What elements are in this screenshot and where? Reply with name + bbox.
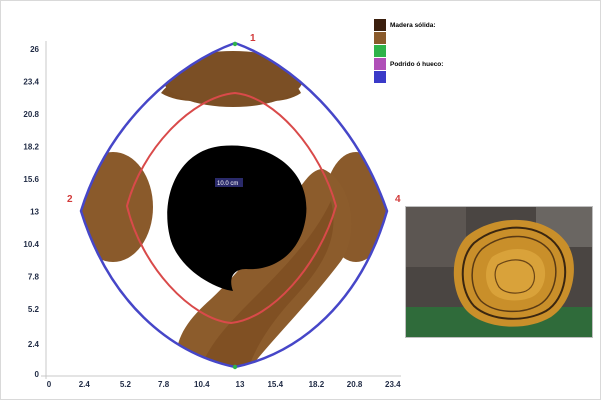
y-tick-label: 15.6 <box>23 175 39 184</box>
legend-item: Madera sólida: <box>374 19 436 31</box>
y-tick-label: 5.2 <box>28 305 40 314</box>
x-tick-label: 18.2 <box>309 380 325 389</box>
y-tick-label: 20.8 <box>23 110 39 119</box>
sensor-label-1: 1 <box>250 33 256 44</box>
x-tick-label: 2.4 <box>79 380 91 389</box>
inner-boundary <box>125 91 338 325</box>
hollow-core <box>167 145 307 291</box>
y-tick-label: 13 <box>30 208 39 217</box>
legend-swatch <box>374 58 386 70</box>
y-tick-label: 26 <box>30 45 39 54</box>
legend-label: Podrido ó hueco: <box>390 60 444 68</box>
sensor-label-2: 2 <box>67 194 73 205</box>
x-tick-label: 20.8 <box>347 380 363 389</box>
legend-swatch <box>374 71 386 83</box>
y-tick-label: 18.2 <box>23 143 39 152</box>
x-tick-label: 15.4 <box>267 380 283 389</box>
wood-region-diagonal-shade <box>201 201 334 367</box>
x-tick-label: 13 <box>236 380 245 389</box>
x-tick-label: 5.2 <box>120 380 132 389</box>
wood-region-diagonal <box>176 169 352 367</box>
wood-region-top-fill <box>163 51 303 107</box>
legend-item <box>374 32 386 44</box>
legend-label: Madera sólida: <box>390 21 436 29</box>
y-tick-label: 2.4 <box>28 340 40 349</box>
legend-item <box>374 45 386 57</box>
legend-swatch <box>374 19 386 31</box>
legend-item <box>374 71 386 83</box>
tomogram-plot: 1 2 4 10.0 cm 0 2.4 5.2 7.8 10.4 13 15.4 18.2 20… <box>23 33 401 389</box>
legend-swatch <box>374 45 386 57</box>
x-tick-label: 23.4 <box>385 380 401 389</box>
sensor-marker-1 <box>232 41 238 47</box>
trunk-photo-image <box>406 207 592 337</box>
x-tick-label: 0 <box>47 380 52 389</box>
wood-regions <box>81 51 387 367</box>
x-tick-label: 10.4 <box>194 380 210 389</box>
sensor-marker-3 <box>232 364 238 370</box>
sensor-label-4: 4 <box>395 194 401 205</box>
trunk-cross-section-photo <box>405 206 593 338</box>
measurement-box <box>215 178 243 187</box>
y-tick-label: 10.4 <box>23 240 39 249</box>
legend-swatch <box>374 32 386 44</box>
y-tick-label: 0 <box>35 370 40 379</box>
legend-item: Podrido ó hueco: <box>374 58 443 70</box>
y-tick-label: 23.4 <box>23 78 39 87</box>
y-tick-labels: 0 2.4 5.2 7.8 10.4 13 15.6 18.2 20.8 23.4 26 <box>23 45 39 379</box>
x-tick-label: 7.8 <box>158 380 170 389</box>
measurement-label: 10.0 cm <box>217 181 238 187</box>
y-tick-label: 7.8 <box>28 273 40 282</box>
